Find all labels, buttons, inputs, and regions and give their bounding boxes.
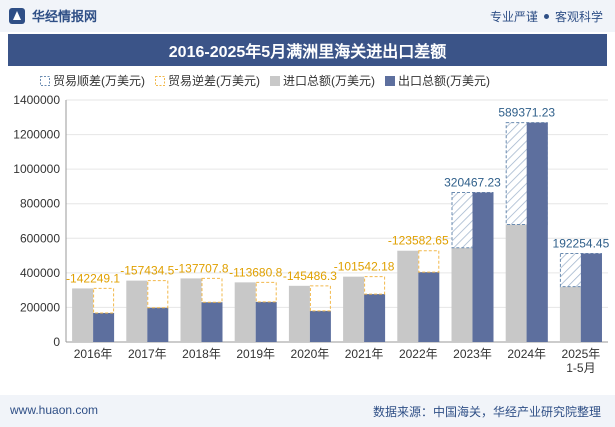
chart-bars [72,122,602,342]
data-label: -101542.18 [334,260,395,274]
deficit-box [255,281,277,303]
data-label: 320467.23 [444,175,501,189]
deficit-box [364,276,386,295]
deficit-box [93,287,115,314]
legend-label-export: 出口总额(万美元) [398,74,490,88]
import-bar [234,282,256,342]
x-tick-label: 2020年 [291,347,330,361]
y-tick-label: 600000 [20,231,60,245]
y-tick-label: 800000 [20,197,60,211]
title-bar: 2016-2025年5月满洲里海关进出口差额 [8,34,607,66]
import-bar [505,224,527,342]
slogan: 专业严谨 客观科学 [490,8,603,25]
export-bar [201,302,223,342]
huajing-logo-icon [9,7,25,24]
import-bar [559,286,581,342]
y-tick-label: 0 [53,335,60,349]
data-source: 数据来源：中国海关，华经产业研究院整理 [372,405,601,419]
x-tick-label: 2017年 [128,347,167,361]
data-label: 192254.45 [553,236,610,250]
legend-label-import: 进口总额(万美元) [283,74,375,88]
x-tick-label: 2016年 [74,347,113,361]
dot-separator-icon [543,14,549,19]
data-label: -145486.3 [283,269,337,283]
legend-label-surplus: 贸易顺差(万美元) [53,74,145,88]
footer: www.huaon.com 数据来源：中国海关，华经产业研究院整理 [0,395,615,427]
export-bar [364,294,386,342]
slogan-tag-1: 专业严谨 [489,10,538,24]
chart-title: 2016-2025年5月满洲里海关进出口差额 [168,44,447,61]
website-link[interactable]: www.huaon.com [10,403,99,417]
export-bar-overlay [472,192,494,342]
data-label: 589371.23 [498,106,555,120]
brand[interactable]: 华经情报网 [8,6,97,25]
y-tick-label: 1200000 [13,128,60,142]
y-tick-label: 1000000 [13,162,60,176]
legend-item-deficit[interactable]: 贸易逆差(万美元) [155,72,260,89]
data-label: -113680.8 [229,265,282,279]
deficit-box [147,280,169,309]
x-tick-label: 1-5月 [566,361,595,375]
top-bar: 华经情报网 专业严谨 客观科学 [0,0,615,32]
data-label: -123582.65 [388,234,449,248]
legend-label-deficit: 贸易逆差(万美元) [168,74,260,88]
deficit-box [418,250,440,273]
slogan-tag-2: 客观科学 [554,10,603,24]
x-tick-label: 2019年 [236,347,275,361]
import-bar [451,247,473,342]
legend: 贸易顺差(万美元) 贸易逆差(万美元) 进口总额(万美元) 出口总额(万美元) [40,72,490,89]
x-tick-label: 2018年 [182,347,221,361]
y-tick-label: 200000 [20,300,60,314]
import-bar [72,288,94,342]
import-bar [288,285,310,342]
import-bar [180,278,202,342]
x-tick-label: 2025年 [562,347,601,361]
export-bar-overlay [580,253,602,342]
legend-item-import[interactable]: 进口总额(万美元) [270,72,375,89]
export-bar [418,272,440,342]
legend-item-export[interactable]: 出口总额(万美元) [385,72,490,89]
x-tick-label: 2023年 [453,347,492,361]
x-tick-label: 2021年 [345,347,384,361]
brand-name: 华经情报网 [32,9,98,24]
legend-swatch-import-icon [270,75,280,86]
export-bar [147,307,169,342]
x-tick-label: 2022年 [399,347,438,361]
bar-chart: 0 200000 400000 600000 800000 1000000 1200000 1… [13,93,610,375]
export-bar [309,310,331,342]
import-bar [126,280,148,342]
import-bar [397,250,419,342]
data-label: -142249.1 [66,271,120,285]
legend-swatch-deficit-icon [155,75,165,86]
y-tick-label: 1400000 [13,93,60,107]
export-bar-overlay [526,122,548,342]
data-label: -157434.5 [120,264,174,278]
x-tick-label: 2024年 [507,347,546,361]
legend-swatch-surplus-icon [40,75,50,86]
y-tick-label: 400000 [20,266,60,280]
export-bar [93,312,115,342]
import-bar [343,276,365,342]
chart-labels: -142249.1 2016年 -157434.5 2017年 -137707.8 201… [66,106,610,375]
export-bar [255,301,277,342]
data-label: -137707.8 [174,261,228,275]
deficit-box [309,285,331,312]
legend-swatch-export-icon [385,75,395,86]
legend-item-surplus[interactable]: 贸易顺差(万美元) [40,72,145,89]
deficit-box [201,277,223,303]
